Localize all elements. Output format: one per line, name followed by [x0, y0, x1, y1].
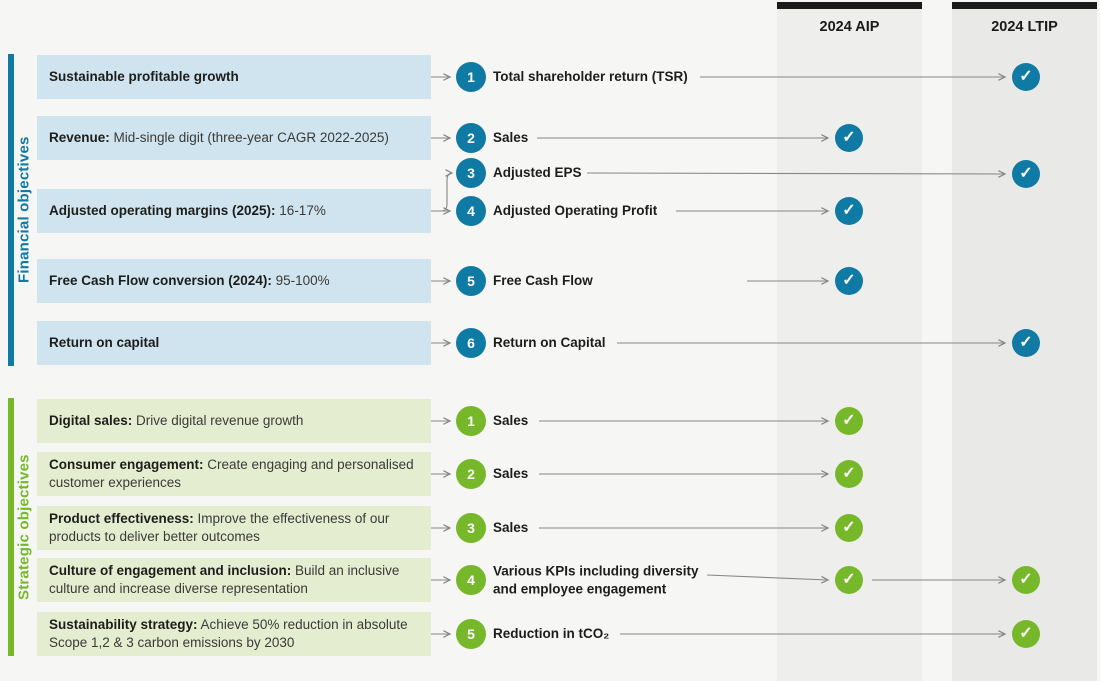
- kpi-number-circle: 1: [456, 406, 486, 436]
- kpi-number-circle: 5: [456, 619, 486, 649]
- strategic-section-label: Strategic objectives: [15, 454, 33, 600]
- ltip-header-bar: [952, 2, 1097, 9]
- kpi-number-circle: 2: [456, 123, 486, 153]
- kpi-number-circle: 6: [456, 328, 486, 358]
- ltip-check-icon: ✓: [1012, 566, 1040, 594]
- aip-check-icon: ✓: [835, 267, 863, 295]
- objective-box-strategic-3: Product effectiveness: Improve the effec…: [37, 506, 431, 550]
- kpi-label: Total shareholder return (TSR): [493, 69, 688, 85]
- kpi-number-circle: 5: [456, 266, 486, 296]
- objective-box-financial-5: Return on capital: [37, 321, 431, 365]
- kpi-label: Return on Capital: [493, 335, 606, 351]
- kpi-number-circle: 1: [456, 62, 486, 92]
- financial-section-label: Financial objectives: [15, 136, 33, 284]
- kpi-label: Various KPIs including diversity and emp…: [493, 563, 699, 596]
- aip-check-icon: ✓: [835, 407, 863, 435]
- objective-box-strategic-2: Consumer engagement: Create engaging and…: [37, 452, 431, 496]
- kpi-number-circle: 3: [456, 513, 486, 543]
- aip-check-icon: ✓: [835, 460, 863, 488]
- aip-check-icon: ✓: [835, 197, 863, 225]
- objective-box-financial-3: Adjusted operating margins (2025): 16-17…: [37, 189, 431, 233]
- ltip-check-icon: ✓: [1012, 329, 1040, 357]
- kpi-label: Reduction in tCO₂: [493, 626, 610, 642]
- kpi-number-circle: 2: [456, 459, 486, 489]
- kpi-label: Sales: [493, 466, 529, 482]
- aip-check-icon: ✓: [835, 514, 863, 542]
- kpi-label: Free Cash Flow: [493, 273, 593, 289]
- ltip-check-icon: ✓: [1012, 63, 1040, 91]
- kpi-number-circle: 4: [456, 565, 486, 595]
- objective-box-financial-1: Sustainable profitable growth: [37, 55, 431, 99]
- kpi-number-circle: 3: [456, 158, 486, 188]
- objective-box-strategic-5: Sustainability strategy: Achieve 50% red…: [37, 612, 431, 656]
- kpi-label: Sales: [493, 413, 529, 429]
- kpi-number-circle: 4: [456, 196, 486, 226]
- ltip-check-icon: ✓: [1012, 160, 1040, 188]
- ltip-check-icon: ✓: [1012, 620, 1040, 648]
- aip-header-bar: [777, 2, 922, 9]
- aip-check-icon: ✓: [835, 566, 863, 594]
- ltip-column-header: 2024 LTIP: [991, 19, 1058, 35]
- aip-check-icon: ✓: [835, 124, 863, 152]
- objective-box-strategic-4: Culture of engagement and inclusion: Bui…: [37, 558, 431, 602]
- kpi-label: Sales: [493, 520, 529, 536]
- kpi-label: Sales: [493, 130, 529, 146]
- financial-section-bar: [8, 54, 14, 366]
- kpi-label: Adjusted EPS: [493, 165, 582, 181]
- kpi-label: Adjusted Operating Profit: [493, 203, 658, 219]
- objective-box-strategic-1: Digital sales: Drive digital revenue gro…: [37, 399, 431, 443]
- aip-column-header: 2024 AIP: [819, 19, 880, 35]
- objective-box-financial-2: Revenue: Mid-single digit (three-year CA…: [37, 116, 431, 160]
- objective-box-financial-4: Free Cash Flow conversion (2024): 95-100…: [37, 259, 431, 303]
- strategic-section-bar: [8, 398, 14, 656]
